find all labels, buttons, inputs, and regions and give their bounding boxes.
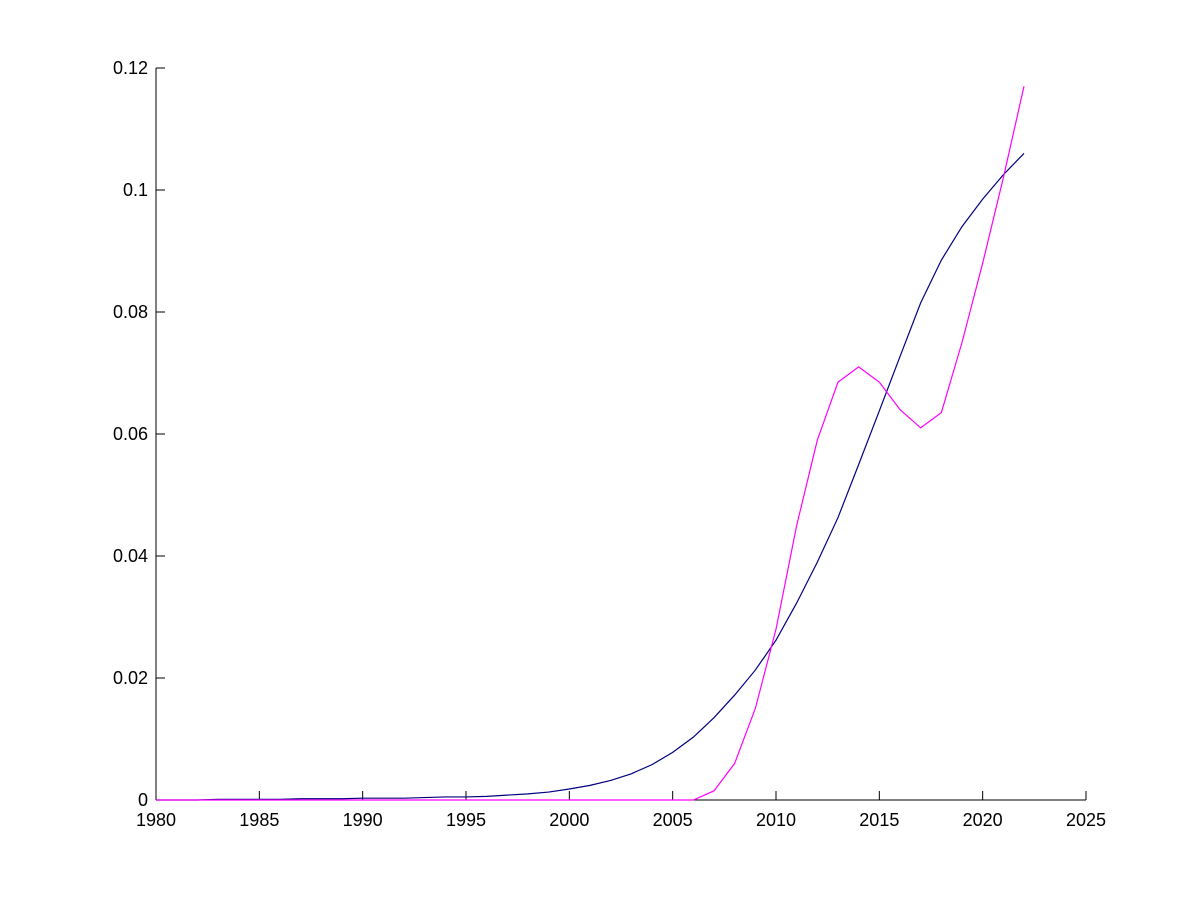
line-series: [156, 86, 1025, 801]
y-tick-label: 0.04: [113, 546, 148, 566]
y-tick-label: 0.06: [113, 424, 148, 444]
x-tick-label: 2010: [756, 810, 796, 830]
y-tick-label: 0.02: [113, 668, 148, 688]
x-tick-label: 1985: [239, 810, 279, 830]
x-tick-label: 1995: [446, 810, 486, 830]
x-tick-label: 2015: [859, 810, 899, 830]
x-tick-label: 1990: [343, 810, 383, 830]
x-tick-label: 2020: [963, 810, 1003, 830]
y-tick-label: 0.12: [113, 58, 148, 78]
x-tick-label: 2005: [653, 810, 693, 830]
x-tick-label: 1980: [136, 810, 176, 830]
y-tick-label: 0: [138, 790, 148, 810]
y-tick-label: 0.1: [123, 180, 148, 200]
x-tick-label: 2000: [549, 810, 589, 830]
y-tick-label: 0.08: [113, 302, 148, 322]
x-tick-label: 2025: [1066, 810, 1106, 830]
line-series: [156, 152, 1025, 801]
